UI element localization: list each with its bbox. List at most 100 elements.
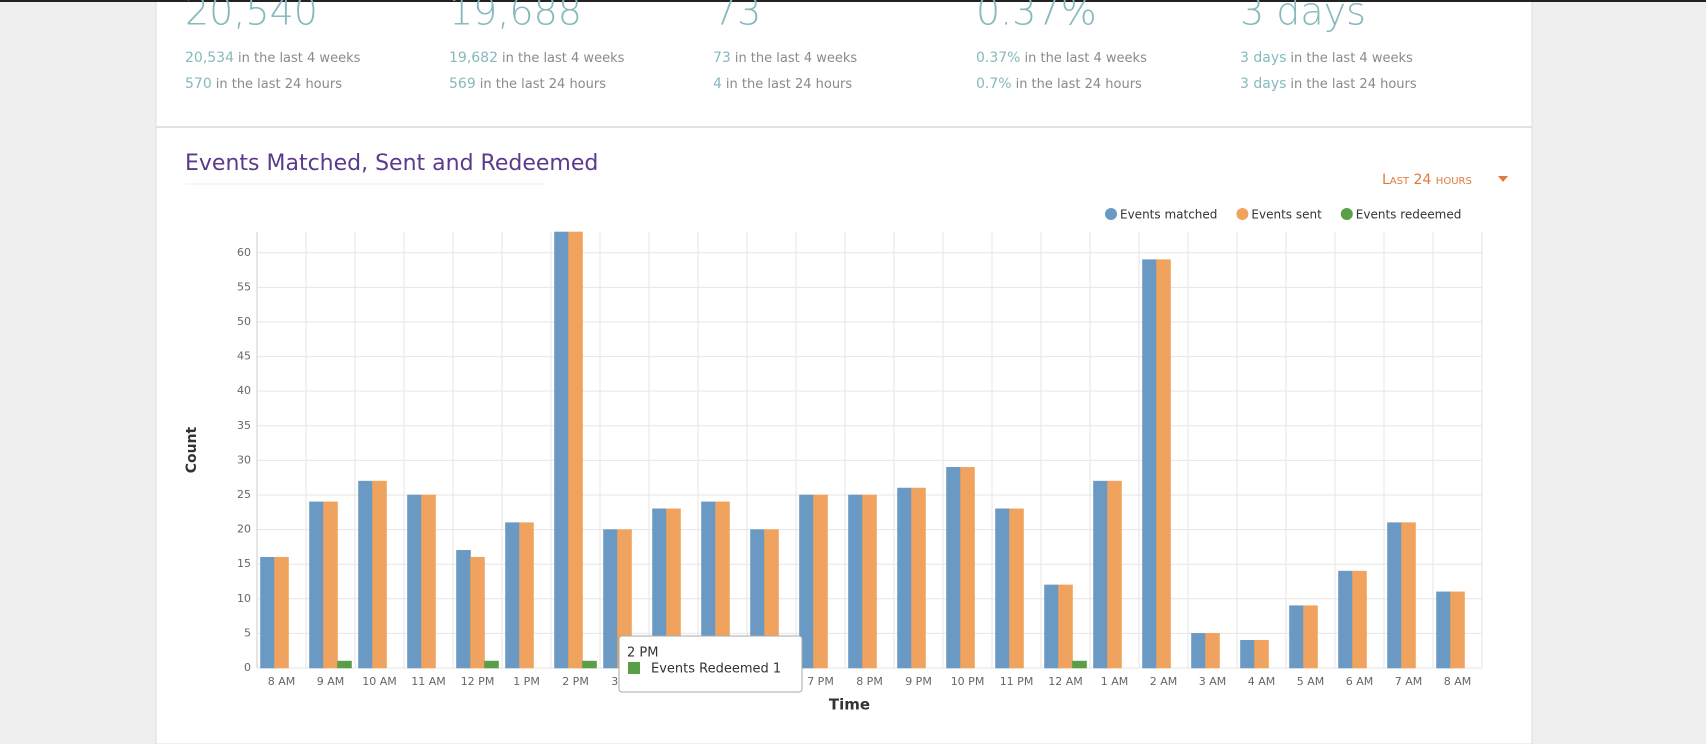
stat-value: 3 days	[1240, 76, 1286, 92]
chart-title: Events Matched, Sent and Redeemed	[185, 151, 598, 176]
stat-text: in the last 4 weeks	[1290, 51, 1413, 66]
bar	[323, 501, 338, 669]
stat-line: 20,534 in the last 4 weeks	[185, 50, 361, 66]
chart: 0 5 10 15 20 25 30 35 40 45 50 55 60 8 AM 9 AM 10 AM 11 …	[184, 208, 1483, 714]
y-tick-label: 5	[244, 626, 251, 639]
x-axis-label: Time	[829, 696, 870, 714]
bar	[1401, 522, 1416, 669]
bar	[456, 550, 471, 669]
stat-value: 570	[185, 76, 212, 92]
bar	[484, 660, 499, 669]
y-tick-label: 55	[237, 280, 251, 293]
stat-value: 73	[713, 50, 731, 66]
stat-text: in the last 4 weeks	[502, 51, 625, 66]
legend-marker	[1105, 208, 1117, 220]
x-tick-label: 1 AM	[1101, 675, 1129, 688]
bar	[1352, 570, 1367, 669]
stat-text: in the last 4 weeks	[1024, 51, 1147, 66]
x-tick-label: 10 AM	[362, 675, 397, 688]
stat-line: 4 in the last 24 hours	[713, 76, 852, 92]
bar	[960, 467, 975, 669]
bar	[470, 556, 485, 669]
stat-text: in the last 24 hours	[726, 77, 852, 92]
stat-value: 569	[449, 76, 476, 92]
legend-label: Events matched	[1120, 208, 1217, 222]
bar	[309, 501, 324, 669]
bar	[372, 480, 387, 669]
bar	[554, 231, 569, 669]
bar	[848, 494, 863, 669]
x-tick-label: 8 PM	[856, 675, 883, 688]
bar	[946, 467, 961, 669]
x-tick-label: 9 AM	[317, 675, 345, 688]
range-dropdown[interactable]: Last 24 hours	[1382, 172, 1472, 188]
stat-text: in the last 24 hours	[480, 77, 606, 92]
tooltip-title: 2 PM	[627, 646, 658, 661]
stat-text: in the last 24 hours	[216, 77, 342, 92]
x-tick-label: 12 AM	[1048, 675, 1083, 688]
bar	[582, 660, 597, 669]
x-tick-label: 11 PM	[1000, 675, 1034, 688]
tooltip-label: Events Redeemed 1	[651, 662, 781, 677]
tooltip	[618, 635, 803, 693]
stat-total: 3 days	[1240, 0, 1366, 34]
y-tick-label: 25	[237, 488, 251, 501]
x-tick-label: 7 AM	[1395, 675, 1423, 688]
bar	[1156, 259, 1171, 669]
stat-text: in the last 24 hours	[1290, 77, 1416, 92]
y-axis-label: Count	[184, 426, 200, 473]
stat-line: 3 days in the last 24 hours	[1240, 76, 1417, 92]
bar	[1254, 640, 1269, 669]
y-tick-label: 0	[244, 661, 251, 674]
bar	[1303, 605, 1318, 669]
x-tick-label: 5 AM	[1297, 675, 1325, 688]
bar	[568, 231, 583, 669]
stat-line: 3 days in the last 4 weeks	[1240, 50, 1413, 66]
stat-text: in the last 4 weeks	[238, 51, 361, 66]
stats: 20,540 20,534 in the last 4 weeks 570 in the…	[185, 0, 1417, 92]
bar	[1107, 480, 1122, 669]
x-tick-label: 4 AM	[1248, 675, 1276, 688]
y-tick-label: 40	[237, 384, 251, 397]
stat-value: 4	[713, 76, 722, 92]
x-tick-label: 8 AM	[1444, 675, 1472, 688]
stat-line: 0.37% in the last 4 weeks	[976, 50, 1147, 66]
x-tick-label: 12 PM	[461, 675, 495, 688]
x-tick-label: 2 AM	[1150, 675, 1178, 688]
bar	[1093, 480, 1108, 669]
x-tick-label: 7 PM	[807, 675, 834, 688]
bar	[911, 487, 926, 669]
bar	[1072, 660, 1087, 669]
bar	[1058, 584, 1073, 669]
bar	[407, 494, 422, 669]
bar	[1387, 522, 1402, 669]
x-tick-label: 2 PM	[562, 675, 589, 688]
stat-line: 0.7% in the last 24 hours	[976, 76, 1142, 92]
bar	[358, 480, 373, 669]
stat-value: 0.37%	[976, 50, 1020, 66]
bar	[1191, 633, 1206, 669]
x-tick-label: 8 AM	[268, 675, 296, 688]
dropdown-caret[interactable]	[1498, 176, 1508, 182]
bar	[862, 494, 877, 669]
bar	[603, 529, 618, 669]
y-tick-label: 35	[237, 419, 251, 432]
bar	[421, 494, 436, 669]
stat-total: 73	[713, 0, 761, 34]
bar	[1450, 591, 1465, 669]
x-tick-label: 6 AM	[1346, 675, 1374, 688]
y-tick-label: 10	[237, 592, 251, 605]
x-tick-label: 1 PM	[513, 675, 540, 688]
y-tick-label: 15	[237, 557, 251, 570]
x-tick-label: 3 AM	[1199, 675, 1227, 688]
x-tick-label: 10 PM	[951, 675, 985, 688]
stat-text: in the last 24 hours	[1016, 77, 1142, 92]
y-tick-label: 60	[237, 246, 251, 259]
bar	[505, 522, 520, 669]
x-tick-label: 11 AM	[411, 675, 446, 688]
y-tick-label: 50	[237, 315, 251, 328]
legend-label: Events redeemed	[1356, 208, 1462, 222]
stat-value: 20,534	[185, 50, 234, 66]
bar	[1009, 508, 1024, 669]
stat-value: 3 days	[1240, 50, 1286, 66]
